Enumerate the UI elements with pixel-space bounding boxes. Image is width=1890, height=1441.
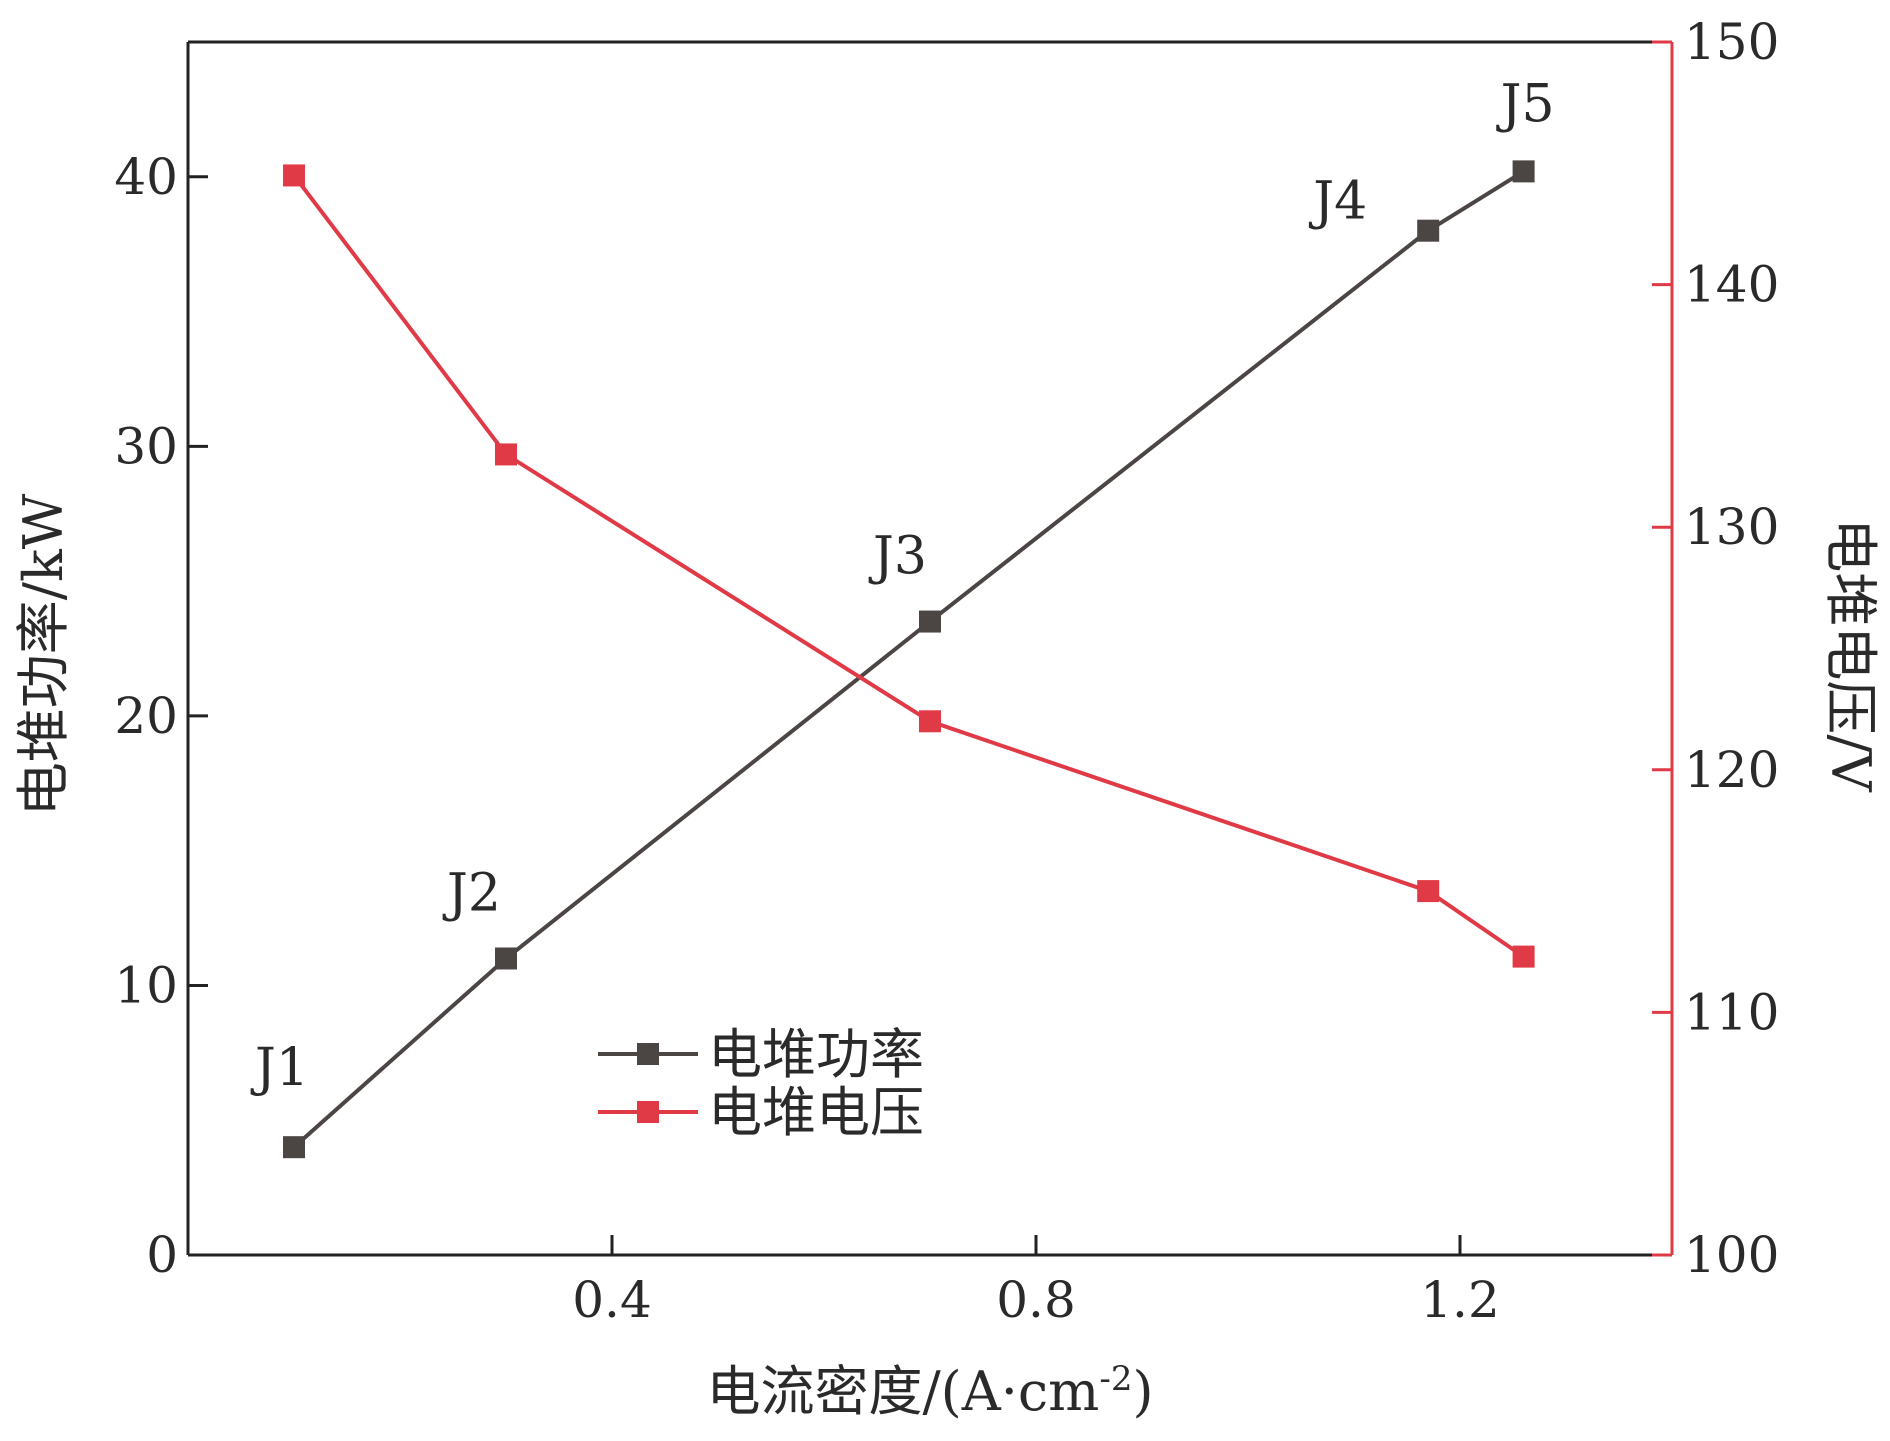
data-point-power [1417,219,1440,242]
data-point-voltage [495,443,517,466]
point-label-j2: J2 [442,863,501,923]
legend-label-voltage: 电堆电压 [708,1081,924,1144]
data-point-voltage [1512,945,1535,968]
y-axis-right-title: 电堆电压/V [1819,518,1882,792]
data-point-power [283,1136,305,1159]
y-axis-left-title: 电堆功率/kW [12,493,75,816]
data-point-power [495,947,517,970]
point-label-j5: J5 [1496,74,1555,134]
y-left-tick-label: 0 [146,1226,178,1284]
data-point-voltage [1417,880,1440,903]
y-right-tick-label: 110 [1684,983,1779,1041]
y-right-tick-label: 100 [1684,1226,1779,1284]
y-left-tick-label: 40 [114,148,178,206]
data-point-voltage [283,164,305,187]
point-label-j3: J3 [868,527,927,587]
point-label-j1: J1 [250,1038,309,1098]
y-right-tick-label: 150 [1684,13,1779,71]
y-left-tick-label: 30 [114,417,178,475]
data-point-power [919,610,941,633]
legend-marker-voltage [637,1101,659,1123]
legend-label-power: 电堆功率 [708,1023,924,1086]
y-left-tick-label: 20 [114,687,178,745]
series-layer [283,160,1535,1159]
x-axis-title: 电流密度/(A·cm-2) [706,1359,1153,1423]
data-point-power [1512,160,1535,183]
legend-marker-power [637,1043,659,1065]
data-point-voltage [919,710,941,733]
x-tick-label: 1.2 [1420,1271,1500,1329]
x-tick-label: 0.8 [996,1271,1076,1329]
point-label-layer: J1 J2 J3 J4 J5 [250,74,1555,1098]
y-right-tick-label: 140 [1684,256,1779,314]
point-label-j4: J4 [1308,172,1367,232]
y-right-tick-label: 120 [1684,741,1779,799]
y-left-tick-label: 10 [114,956,178,1014]
y-right-tick-label: 130 [1684,498,1779,556]
x-tick-label: 0.4 [572,1271,652,1329]
series-line-power [292,169,1525,1149]
plot-frame: 0.4 0.8 1.2 0 10 20 30 40 100 110 120 130 140 150 [114,13,1779,1329]
